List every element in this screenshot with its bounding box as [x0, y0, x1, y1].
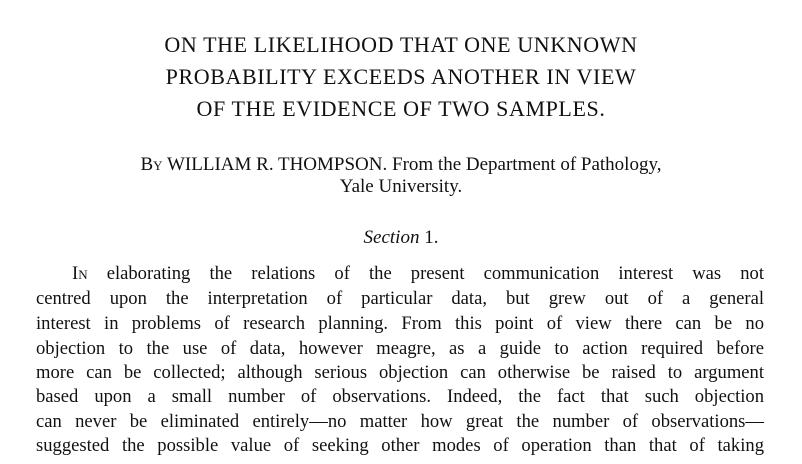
body-line-6: based upon a small number of observation…	[36, 386, 764, 407]
body-line-1: In elaborating the relations of the pres…	[72, 263, 764, 284]
affiliation-line-2: Yale University.	[339, 176, 463, 197]
section-number: 1.	[424, 227, 439, 248]
section-label: Section	[363, 227, 420, 248]
byline-by: By	[140, 154, 163, 175]
body-line-8: suggested the possible value of seeking …	[36, 435, 764, 456]
body-line-7: can never be eliminated entirely—no matt…	[36, 411, 764, 432]
body-first-word: In	[72, 263, 88, 284]
body-line-2: centred upon the interpretation of parti…	[36, 288, 764, 309]
byline: By WILLIAM R. THOMPSON. From the Departm…	[60, 155, 742, 174]
body-line-5: more can be collected; although serious …	[36, 362, 764, 383]
paper-title-line-3: OF THE EVIDENCE OF TWO SAMPLES.	[196, 96, 606, 121]
body-line-3: interest in problems of research plannin…	[36, 313, 764, 334]
affiliation-line-1: From the Department of Pathology,	[392, 154, 662, 175]
body-first-line-rest: elaborating the relations of the present…	[106, 263, 764, 284]
section-heading: Section 1.	[60, 228, 742, 247]
author-name: WILLIAM R. THOMPSON.	[166, 154, 388, 175]
paper-title-line-1: ON THE LIKELIHOOD THAT ONE UNKNOWN	[164, 32, 638, 57]
body-line-4: objection to the use of data, however me…	[36, 338, 764, 359]
paper-title-line-2: PROBABILITY EXCEEDS ANOTHER IN VIEW	[165, 64, 637, 89]
